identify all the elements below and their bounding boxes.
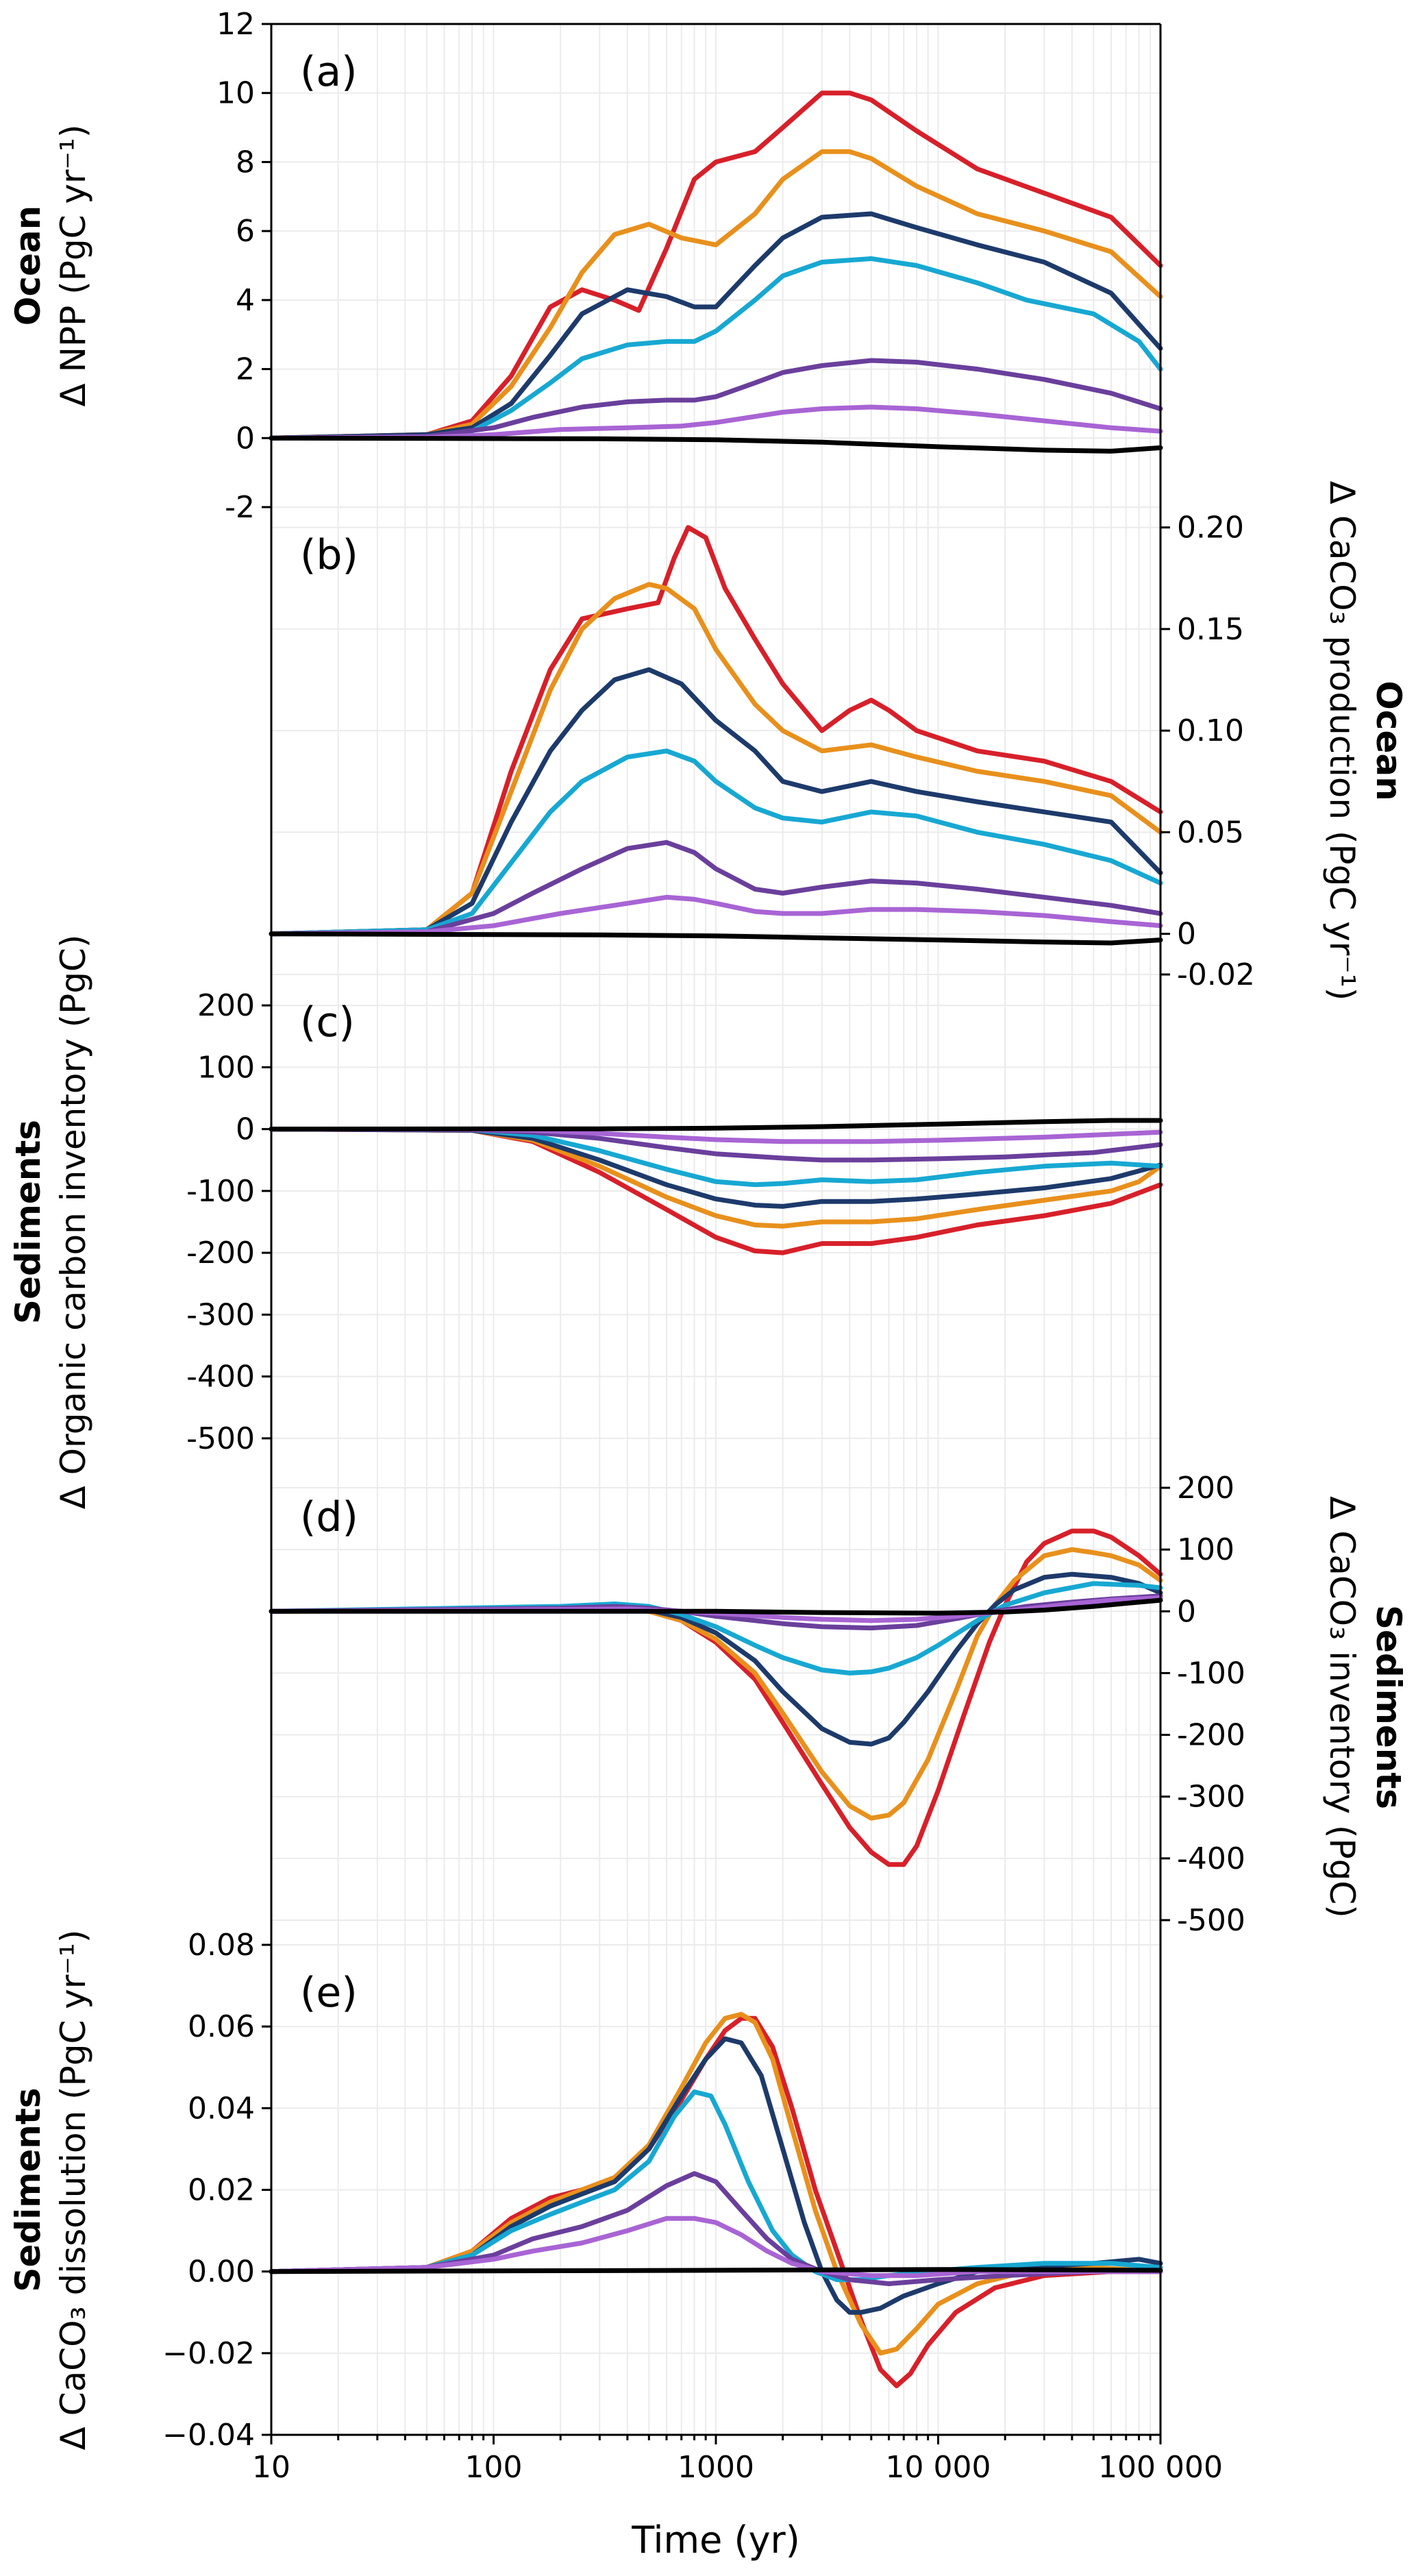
panel-c-y-tick-label: 100 bbox=[197, 1050, 255, 1085]
panel-b-series-black bbox=[269, 931, 1163, 946]
panel-e-y-tick-label: −0.04 bbox=[162, 2418, 255, 2453]
panel-a-y-tick-label: 4 bbox=[236, 283, 255, 318]
panel-c-y-tick-label: -200 bbox=[186, 1236, 255, 1271]
x-tick-label: 100 bbox=[465, 2450, 523, 2485]
panel-a-y-title: Δ NPP (PgC yr⁻¹) bbox=[53, 125, 93, 407]
panel-c-y-title: Δ Organic carbon inventory (PgC) bbox=[53, 935, 93, 1510]
panel-a-y-tick-label: 8 bbox=[236, 145, 255, 180]
panel-a-y-title-bold: Ocean bbox=[8, 206, 48, 326]
panel-d-y-tick-label: 0 bbox=[1177, 1594, 1196, 1629]
panel-c-y-tick-label: -300 bbox=[186, 1297, 255, 1332]
panel-c-series-orange bbox=[269, 1127, 1163, 1229]
panel-a-label: (a) bbox=[300, 48, 358, 96]
panel-b-series-orange bbox=[269, 582, 1163, 937]
panel-b-y-tick-label: -0.02 bbox=[1177, 957, 1255, 992]
panel-b-series-lilac bbox=[269, 894, 1163, 937]
panel-a-y-tick-label: 12 bbox=[216, 7, 255, 42]
panel-d-y-tick-label: -500 bbox=[1177, 1903, 1245, 1938]
panel-d-y-tick-label: 100 bbox=[1177, 1532, 1234, 1567]
panel-c-y-title-bold: Sediments bbox=[8, 1120, 48, 1324]
panel-e-y-tick-label: 0.00 bbox=[188, 2255, 255, 2290]
x-tick-label: 10 000 bbox=[886, 2450, 991, 2485]
panel-a-y-tick-label: 6 bbox=[236, 214, 255, 249]
panel-a-series-black bbox=[269, 435, 1163, 454]
x-tick-label: 100 000 bbox=[1098, 2450, 1223, 2485]
panel-d-y-tick-label: -300 bbox=[1177, 1780, 1245, 1815]
panel-e-y-tick-label: 0.06 bbox=[188, 2009, 255, 2044]
panel-e-y-title: Δ CaCO₃ dissolution (PgC yr⁻¹) bbox=[53, 1930, 93, 2451]
panel-e-series-red bbox=[269, 2015, 1163, 2388]
panel-a-series-purple bbox=[269, 358, 1163, 441]
panel-a-y-tick-label: 2 bbox=[236, 352, 255, 387]
panel-b-series-purple bbox=[269, 839, 1163, 937]
panel-d-series-navy bbox=[269, 1571, 1163, 1747]
panel-a-series-cyan bbox=[269, 256, 1163, 441]
panel-b-label: (b) bbox=[300, 531, 358, 579]
panel-b-series-cyan bbox=[269, 748, 1163, 937]
panel-b-y-tick-label: 0.15 bbox=[1177, 612, 1244, 647]
panel-d-y-tick-label: -100 bbox=[1177, 1656, 1245, 1691]
grid-layer bbox=[271, 23, 1161, 2436]
panel-d-label: (d) bbox=[300, 1493, 358, 1541]
panel-e-y-tick-label: 0.02 bbox=[188, 2173, 255, 2208]
panel-b-series-red bbox=[269, 525, 1163, 937]
panel-d-y-title-bold: Sediments bbox=[1369, 1605, 1408, 1809]
panel-b-y-tick-label: 0.05 bbox=[1177, 815, 1244, 850]
panel-e-y-tick-label: 0.04 bbox=[188, 2091, 255, 2126]
panel-c-label: (c) bbox=[300, 998, 355, 1046]
panel-d-series-orange bbox=[269, 1547, 1163, 1821]
panel-b-y-tick-label: 0 bbox=[1177, 917, 1196, 952]
panel-c-series-black bbox=[269, 1118, 1163, 1132]
panel-d-y-tick-label: -400 bbox=[1177, 1841, 1245, 1876]
panel-b-series-navy bbox=[269, 667, 1163, 937]
panel-e-label: (e) bbox=[300, 1969, 358, 2017]
panel-d-y-title: Δ CaCO₃ inventory (PgC) bbox=[1322, 1496, 1362, 1918]
panel-c-y-tick-label: -100 bbox=[186, 1174, 255, 1209]
panel-c-y-tick-label: -400 bbox=[186, 1360, 255, 1395]
panel-a-series-lilac bbox=[269, 404, 1163, 441]
panel-e-y-title-bold: Sediments bbox=[8, 2087, 48, 2292]
panel-a-series-orange bbox=[269, 149, 1163, 441]
panel-c-y-tick-label: 0 bbox=[236, 1112, 255, 1147]
panel-b-y-tick-label: 0.20 bbox=[1177, 511, 1244, 545]
panel-d-series-black bbox=[269, 1597, 1163, 1616]
panel-a-y-tick-label: -2 bbox=[225, 490, 255, 525]
panel-e-series-purple bbox=[269, 2171, 1163, 2286]
panel-a-y-tick-label: 0 bbox=[236, 421, 255, 456]
panel-c-y-tick-label: -500 bbox=[186, 1421, 255, 1456]
panel-a-y-tick-label: 10 bbox=[216, 76, 255, 111]
panel-e-series-black bbox=[269, 2267, 1163, 2274]
series-layer bbox=[269, 90, 1163, 2388]
panel-b-y-title: Δ CaCO₃ production (PgC yr⁻¹) bbox=[1322, 481, 1362, 1001]
panel-e-y-tick-label: −0.02 bbox=[162, 2336, 255, 2371]
axes-layer bbox=[262, 23, 1170, 2444]
panel-e-y-tick-label: 0.08 bbox=[188, 1928, 255, 1963]
panel-c-series-navy bbox=[269, 1127, 1163, 1209]
panel-b-y-title-bold: Ocean bbox=[1369, 680, 1408, 800]
x-axis-label: Time (yr) bbox=[631, 2518, 800, 2562]
x-tick-label: 10 bbox=[252, 2450, 290, 2485]
panel-e-series-lilac bbox=[269, 2216, 1163, 2279]
panel-c-y-tick-label: 200 bbox=[197, 988, 255, 1023]
panel-c-series-cyan bbox=[269, 1127, 1163, 1188]
panel-d-y-tick-label: 200 bbox=[1177, 1471, 1234, 1506]
panel-a-series-red bbox=[269, 90, 1163, 441]
panel-d-y-tick-label: -200 bbox=[1177, 1718, 1245, 1753]
panel-e-series-navy bbox=[269, 2036, 1163, 2315]
panel-e-series-orange bbox=[269, 2011, 1163, 2356]
panel-c-series-red bbox=[269, 1127, 1163, 1255]
text-layer: 10 100 1000 10 000 100 000-2024681012(a)Ocea… bbox=[8, 7, 1408, 2485]
panel-b-y-tick-label: 0.10 bbox=[1177, 713, 1244, 748]
x-tick-label: 1000 bbox=[678, 2450, 754, 2485]
panel-a-series-navy bbox=[269, 211, 1163, 441]
